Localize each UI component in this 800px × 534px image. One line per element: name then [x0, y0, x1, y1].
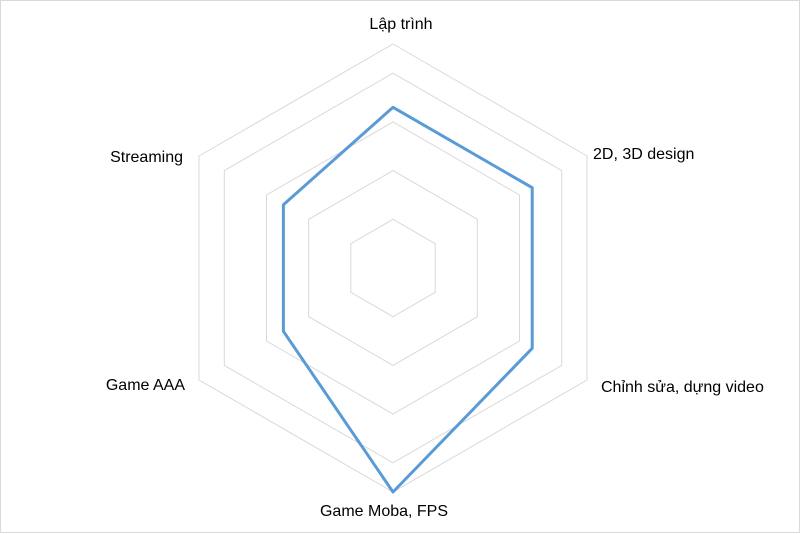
category-label-game-moba-fps: Game Moba, FPS — [320, 503, 448, 520]
category-label-2d-3d-design: 2D, 3D design — [593, 146, 694, 163]
grid-ring-5 — [198, 43, 588, 493]
series-line-1 — [281, 105, 534, 494]
radar-grid — [198, 43, 588, 493]
category-labels: Lập trình 2D, 3D design Chỉnh sửa, dựng … — [106, 16, 764, 520]
category-label-streaming: Streaming — [110, 149, 183, 166]
radar-series — [281, 105, 534, 494]
category-label-game-aaa: Game AAA — [106, 377, 185, 394]
grid-ring-1 — [350, 218, 436, 318]
category-label-lap-trinh: Lập trình — [369, 16, 432, 33]
grid-ring-4 — [223, 72, 563, 464]
grid-ring-2 — [308, 170, 478, 366]
grid-ring-3 — [266, 121, 520, 415]
category-label-chinh-sua-dung-video: Chỉnh sửa, dựng video — [601, 379, 764, 396]
